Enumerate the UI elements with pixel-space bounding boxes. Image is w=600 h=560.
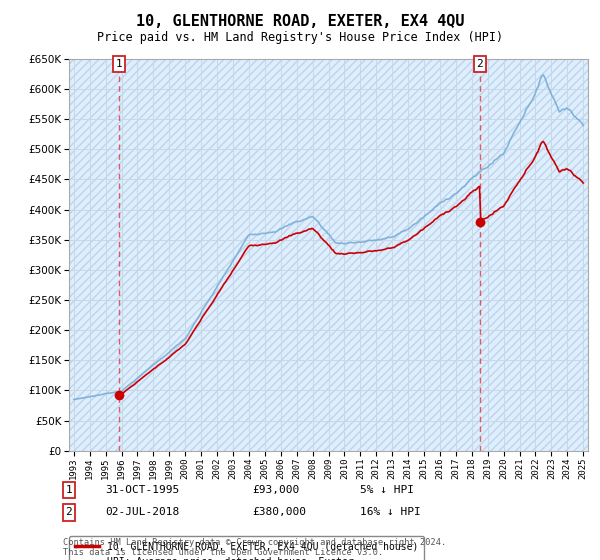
Text: 2: 2	[65, 507, 73, 517]
Text: 02-JUL-2018: 02-JUL-2018	[105, 507, 179, 517]
Text: 1: 1	[65, 485, 73, 495]
Text: Price paid vs. HM Land Registry's House Price Index (HPI): Price paid vs. HM Land Registry's House …	[97, 31, 503, 44]
Text: 31-OCT-1995: 31-OCT-1995	[105, 485, 179, 495]
Text: £93,000: £93,000	[252, 485, 299, 495]
Text: 16% ↓ HPI: 16% ↓ HPI	[360, 507, 421, 517]
Legend: 10, GLENTHORNE ROAD, EXETER, EX4 4QU (detached house), HPI: Average price, detac: 10, GLENTHORNE ROAD, EXETER, EX4 4QU (de…	[68, 536, 424, 560]
Text: 2: 2	[476, 59, 483, 69]
Text: 5% ↓ HPI: 5% ↓ HPI	[360, 485, 414, 495]
Text: £380,000: £380,000	[252, 507, 306, 517]
Text: Contains HM Land Registry data © Crown copyright and database right 2024.
This d: Contains HM Land Registry data © Crown c…	[63, 538, 446, 557]
Text: 10, GLENTHORNE ROAD, EXETER, EX4 4QU: 10, GLENTHORNE ROAD, EXETER, EX4 4QU	[136, 14, 464, 29]
Text: 1: 1	[115, 59, 122, 69]
